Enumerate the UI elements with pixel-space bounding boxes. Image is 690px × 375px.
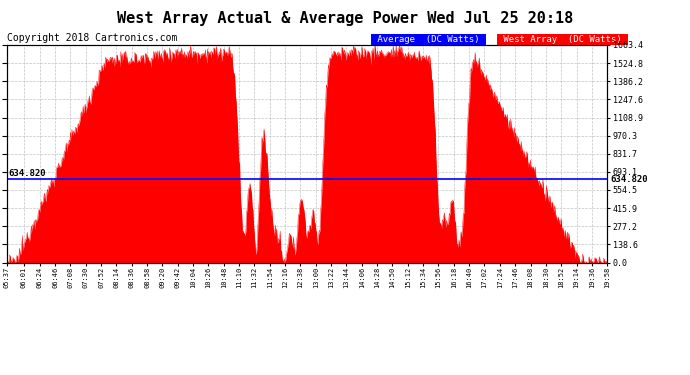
Text: 634.820: 634.820: [610, 175, 648, 184]
Text: West Array  (DC Watts): West Array (DC Watts): [498, 35, 627, 44]
Text: 634.820: 634.820: [8, 168, 46, 177]
Text: Average  (DC Watts): Average (DC Watts): [372, 35, 485, 44]
Text: West Array Actual & Average Power Wed Jul 25 20:18: West Array Actual & Average Power Wed Ju…: [117, 11, 573, 26]
Text: Copyright 2018 Cartronics.com: Copyright 2018 Cartronics.com: [7, 33, 177, 43]
